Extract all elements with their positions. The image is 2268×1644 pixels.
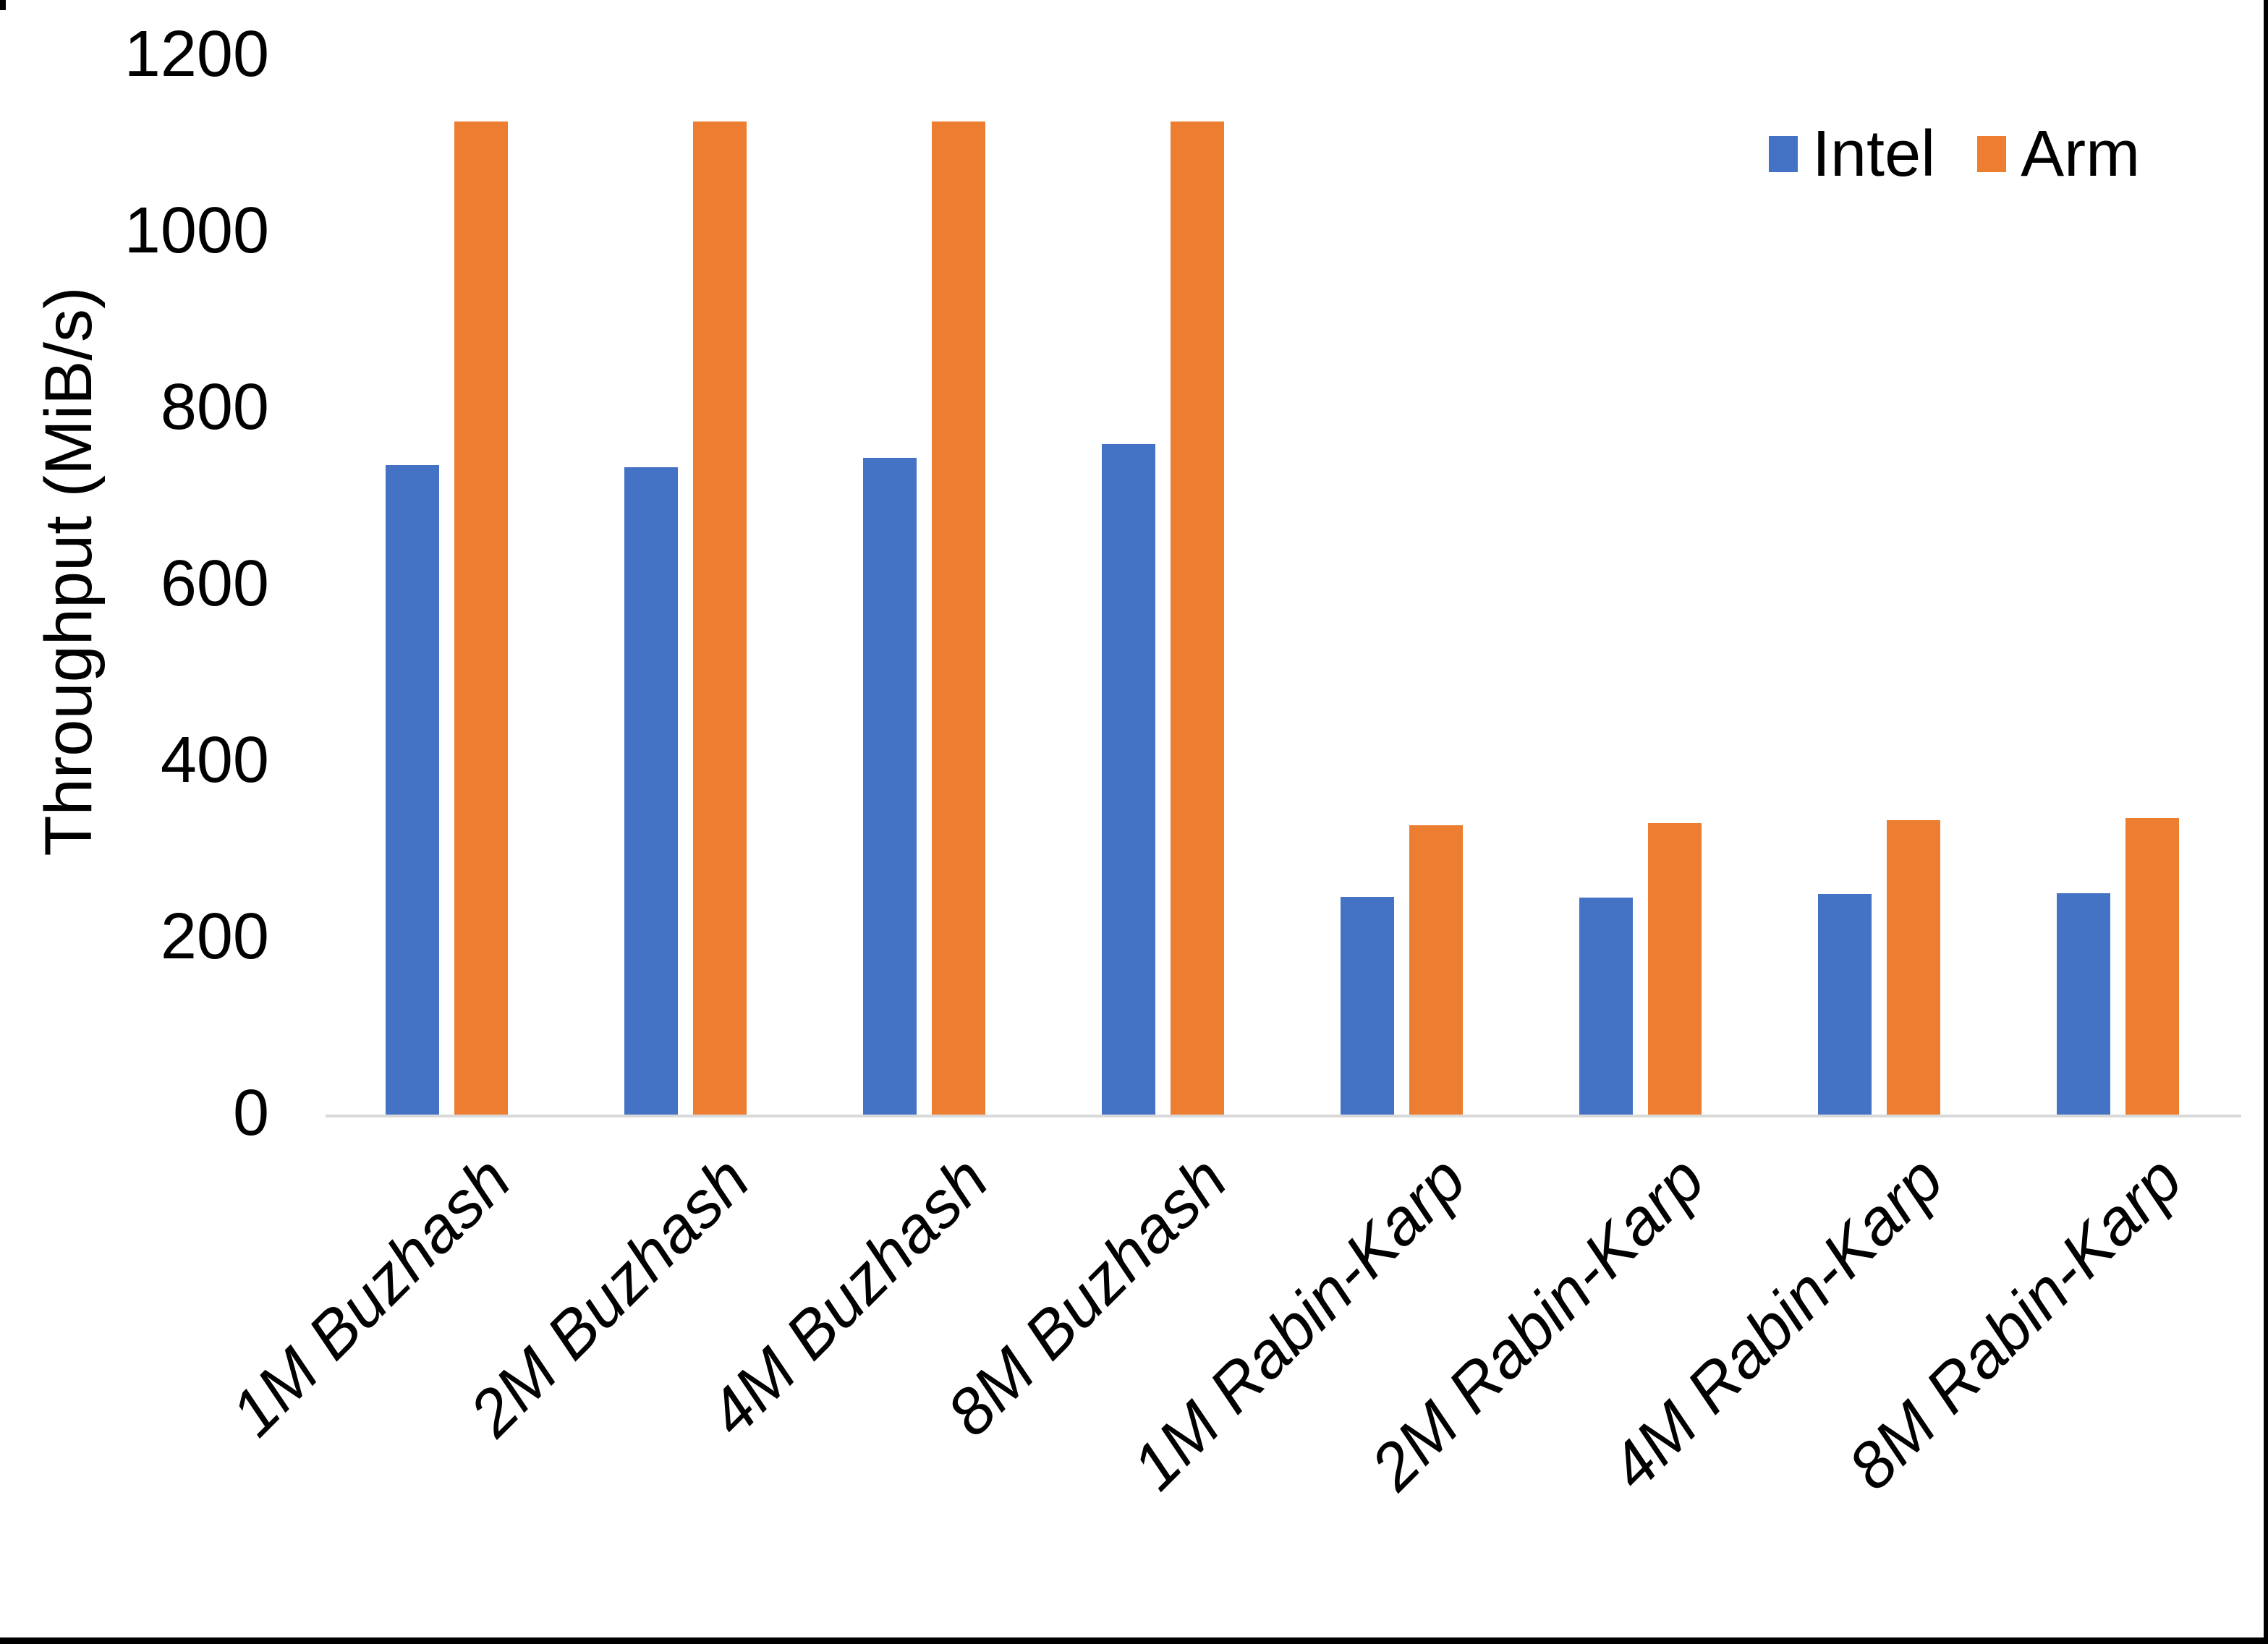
bar-intel-2m-rabin-karp [1579,898,1633,1115]
y-tick-label-200: 200 [160,900,269,974]
legend-swatch-intel [1769,136,1798,172]
bar-intel-2m-buzhash [624,467,678,1115]
frame-top-left-corner [0,0,6,10]
y-tick-label-0: 0 [232,1077,269,1150]
bar-arm-2m-buzhash [693,122,747,1115]
bar-arm-4m-buzhash [932,122,985,1115]
x-category-label-1m-rabin-karp: 1M Rabin-Karp [1118,1143,1479,1504]
legend-item-intel: Intel [1769,122,1935,187]
bar-intel-4m-buzhash [863,458,917,1115]
bar-intel-8m-rabin-karp [2057,893,2110,1115]
x-category-label-2m-buzhash: 2M Buzhash [456,1143,763,1450]
bar-arm-8m-rabin-karp [2125,818,2179,1115]
y-tick-label-400: 400 [160,724,269,797]
legend-swatch-arm [1977,136,2007,172]
bar-intel-1m-buzhash [386,465,439,1115]
frame-right-edge [2264,0,2268,1644]
legend-label-intel: Intel [1812,118,1936,190]
x-category-label-4m-buzhash: 4M Buzhash [695,1143,1002,1450]
plot-area [326,43,2241,1115]
legend: Intel Arm [1769,122,2140,187]
legend-label-arm: Arm [2021,118,2141,190]
x-category-label-8m-rabin-karp: 8M Rabin-Karp [1834,1143,2196,1504]
bar-arm-4m-rabin-karp [1887,820,1940,1115]
y-tick-label-600: 600 [160,548,269,621]
x-category-label-2m-rabin-karp: 2M Rabin-Karp [1356,1143,1718,1504]
y-tick-label-1000: 1000 [124,195,269,268]
x-category-label-4m-rabin-karp: 4M Rabin-Karp [1595,1143,1957,1504]
bar-intel-1m-rabin-karp [1341,897,1394,1115]
bar-intel-4m-rabin-karp [1818,894,1872,1115]
frame-bottom-edge [0,1637,2268,1644]
legend-item-arm: Arm [1977,122,2140,187]
x-category-label-1m-buzhash: 1M Buzhash [217,1143,524,1450]
x-category-label-8m-buzhash: 8M Buzhash [933,1143,1241,1450]
bar-arm-1m-rabin-karp [1409,825,1463,1115]
y-tick-label-800: 800 [160,371,269,444]
bar-arm-2m-rabin-karp [1648,823,1702,1115]
y-tick-label-1200: 1200 [124,18,269,91]
bar-arm-1m-buzhash [454,122,508,1115]
x-axis-line [326,1115,2241,1117]
bar-arm-8m-buzhash [1171,122,1224,1115]
bar-intel-8m-buzhash [1102,444,1155,1115]
